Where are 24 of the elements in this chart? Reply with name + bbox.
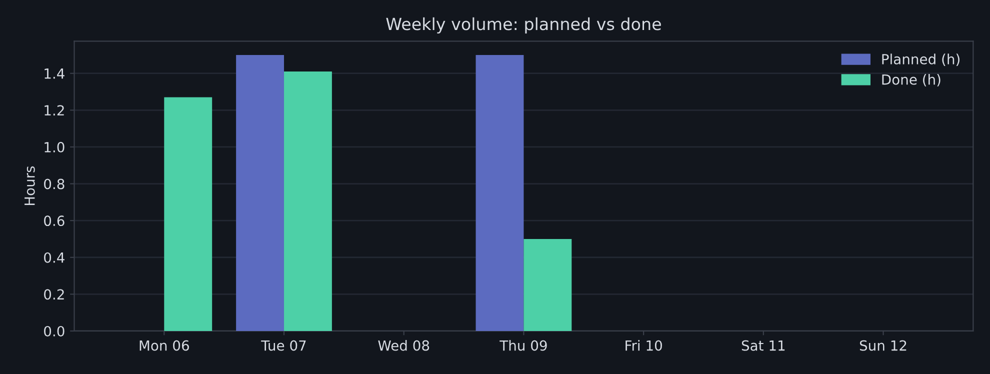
y-tick-label: 1.2 (44, 105, 64, 116)
y-tick-label: 0.2 (44, 289, 64, 300)
y-tick-label: 0.8 (44, 178, 64, 190)
y-tick-label: 0.4 (44, 252, 64, 263)
bar (164, 97, 212, 331)
x-tick-label: Thu 09 (500, 340, 547, 351)
y-tick-label: 0.6 (44, 216, 64, 226)
chart-title: Weekly volume: planned vs done (386, 17, 661, 34)
bar (524, 238, 572, 331)
legend-label: Done (h) (882, 74, 940, 86)
bar (284, 72, 332, 331)
bar (236, 54, 284, 331)
y-tick-label: 0.0 (44, 326, 64, 336)
x-tick-label: Fri 10 (626, 340, 662, 351)
x-tick-label: Sat 11 (742, 340, 785, 351)
bar (476, 54, 524, 331)
y-tick-label: 1.4 (44, 68, 64, 79)
legend-label: Planned (h) (882, 54, 960, 66)
x-tick-label: Wed 08 (378, 340, 430, 351)
y-axis-title: Hours (24, 166, 35, 206)
x-tick-label: Tue 07 (261, 340, 306, 351)
y-tick-label: 1.0 (44, 142, 64, 152)
x-tick-label: Sun 12 (860, 340, 906, 351)
x-tick-label: Mon 06 (140, 340, 189, 351)
